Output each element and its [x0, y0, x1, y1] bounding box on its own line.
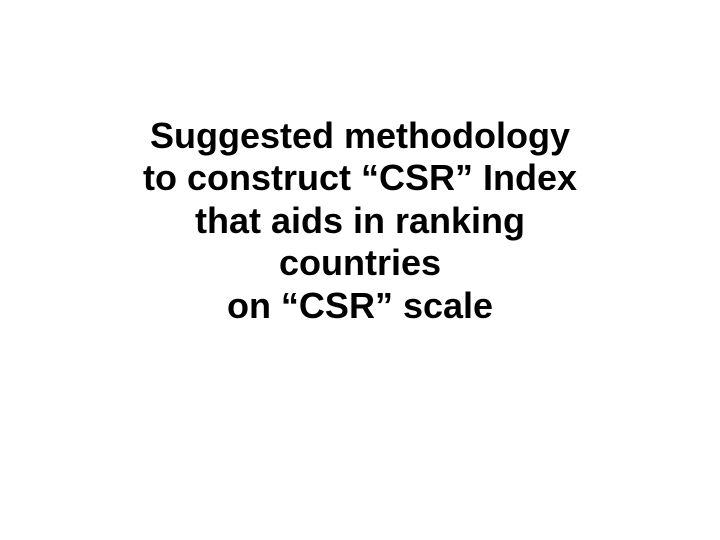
- title-line-5: on “CSR” scale: [0, 285, 720, 327]
- title-line-3: that aids in ranking: [0, 200, 720, 242]
- slide-title: Suggested methodology to construct “CSR”…: [0, 115, 720, 327]
- slide-canvas: Suggested methodology to construct “CSR”…: [0, 0, 720, 540]
- title-line-1: Suggested methodology: [0, 115, 720, 157]
- title-line-2: to construct “CSR” Index: [0, 157, 720, 199]
- title-line-4: countries: [0, 242, 720, 284]
